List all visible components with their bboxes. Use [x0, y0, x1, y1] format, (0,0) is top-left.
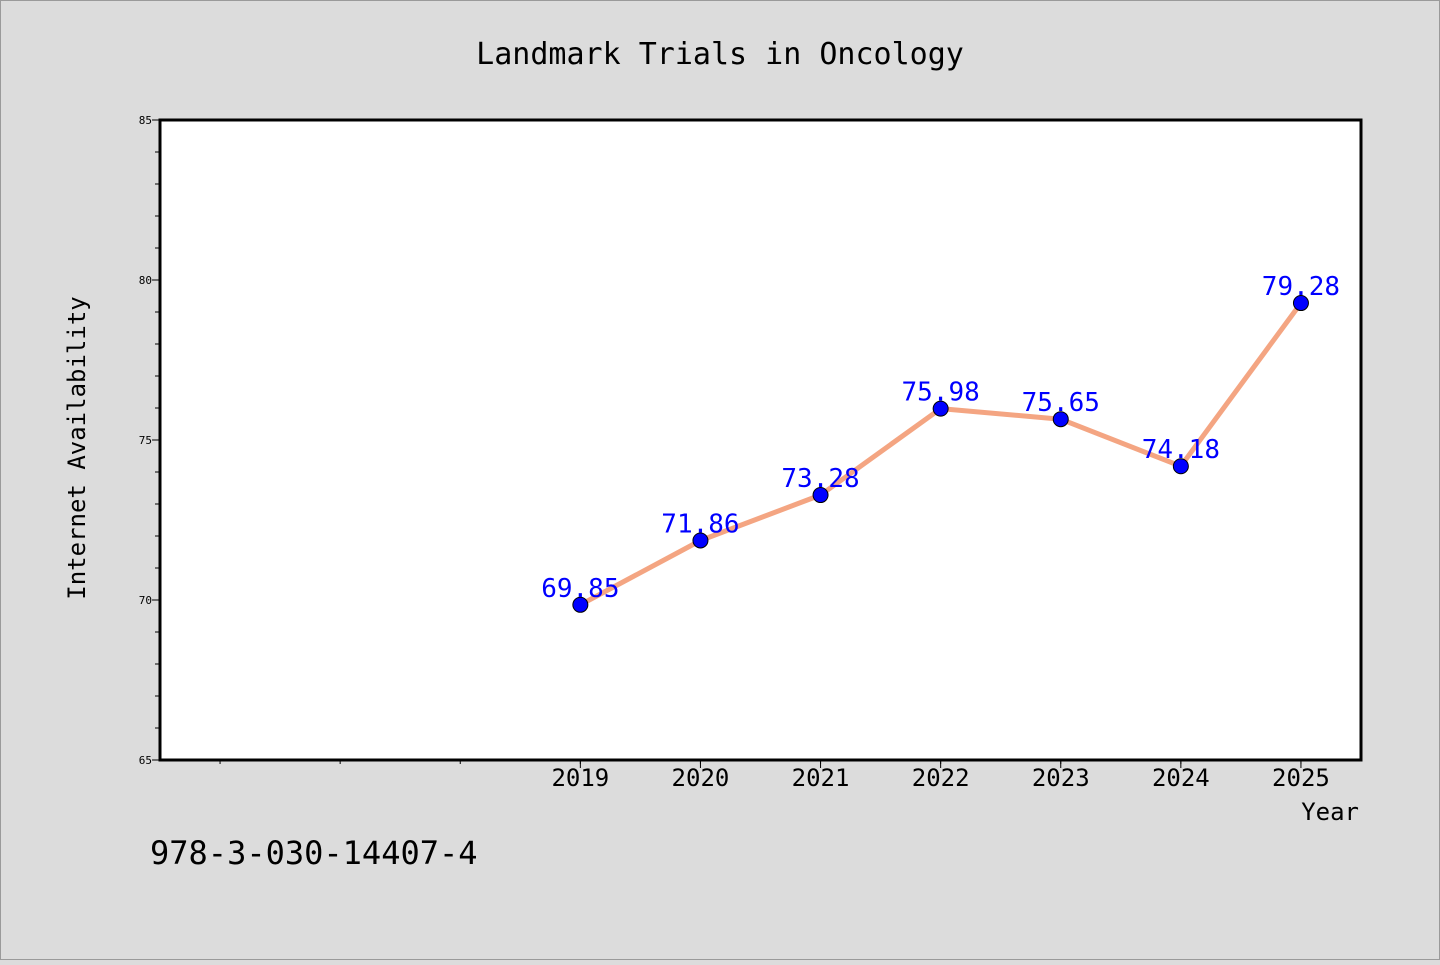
- y-tick-label: 65: [139, 754, 152, 767]
- x-tick-label: 2024: [1152, 764, 1210, 792]
- data-point-marker: [932, 400, 949, 417]
- data-value-label: 75.98: [902, 378, 980, 408]
- y-tick-label: 85: [139, 114, 152, 127]
- x-tick-label: 2019: [551, 764, 609, 792]
- y-axis-label: Internet Availability: [63, 296, 91, 599]
- data-point-marker: [1052, 411, 1069, 428]
- series-layer: 69.85 71.86 73.28 75.98 75.65 74.18 79.28: [541, 272, 1340, 613]
- data-value-label: 74.18: [1142, 435, 1220, 465]
- plot-frame: [158, 118, 1363, 762]
- data-point-marker: [812, 487, 829, 504]
- axis-ticks: 65 70 75 80 85 2019 2020 2021 2022 2023 2024 2025: [139, 114, 1330, 792]
- data-value-label: 69.85: [541, 574, 619, 604]
- y-tick-label: 80: [139, 274, 152, 287]
- data-value-label: 75.65: [1022, 388, 1100, 418]
- data-value-label: 71.86: [661, 509, 739, 539]
- data-point-marker: [1292, 295, 1309, 312]
- x-tick-label: 2022: [912, 764, 970, 792]
- data-point-marker: [1172, 458, 1189, 475]
- data-point-marker: [572, 596, 589, 613]
- x-tick-label: 2021: [792, 764, 850, 792]
- x-tick-label: 2023: [1032, 764, 1090, 792]
- x-tick-label: 2020: [672, 764, 730, 792]
- plot-area: [160, 120, 1361, 760]
- x-axis-label: Year: [1301, 798, 1359, 826]
- chart-title: Landmark Trials in Oncology: [476, 37, 964, 72]
- x-tick-label: 2025: [1272, 764, 1330, 792]
- y-tick-label: 70: [139, 594, 152, 607]
- data-value-label: 73.28: [781, 464, 859, 494]
- data-value-label: 79.28: [1262, 272, 1340, 302]
- y-tick-label: 75: [139, 434, 152, 447]
- data-point-marker: [692, 532, 709, 549]
- isbn-note: 978-3-030-14407-4: [150, 834, 478, 872]
